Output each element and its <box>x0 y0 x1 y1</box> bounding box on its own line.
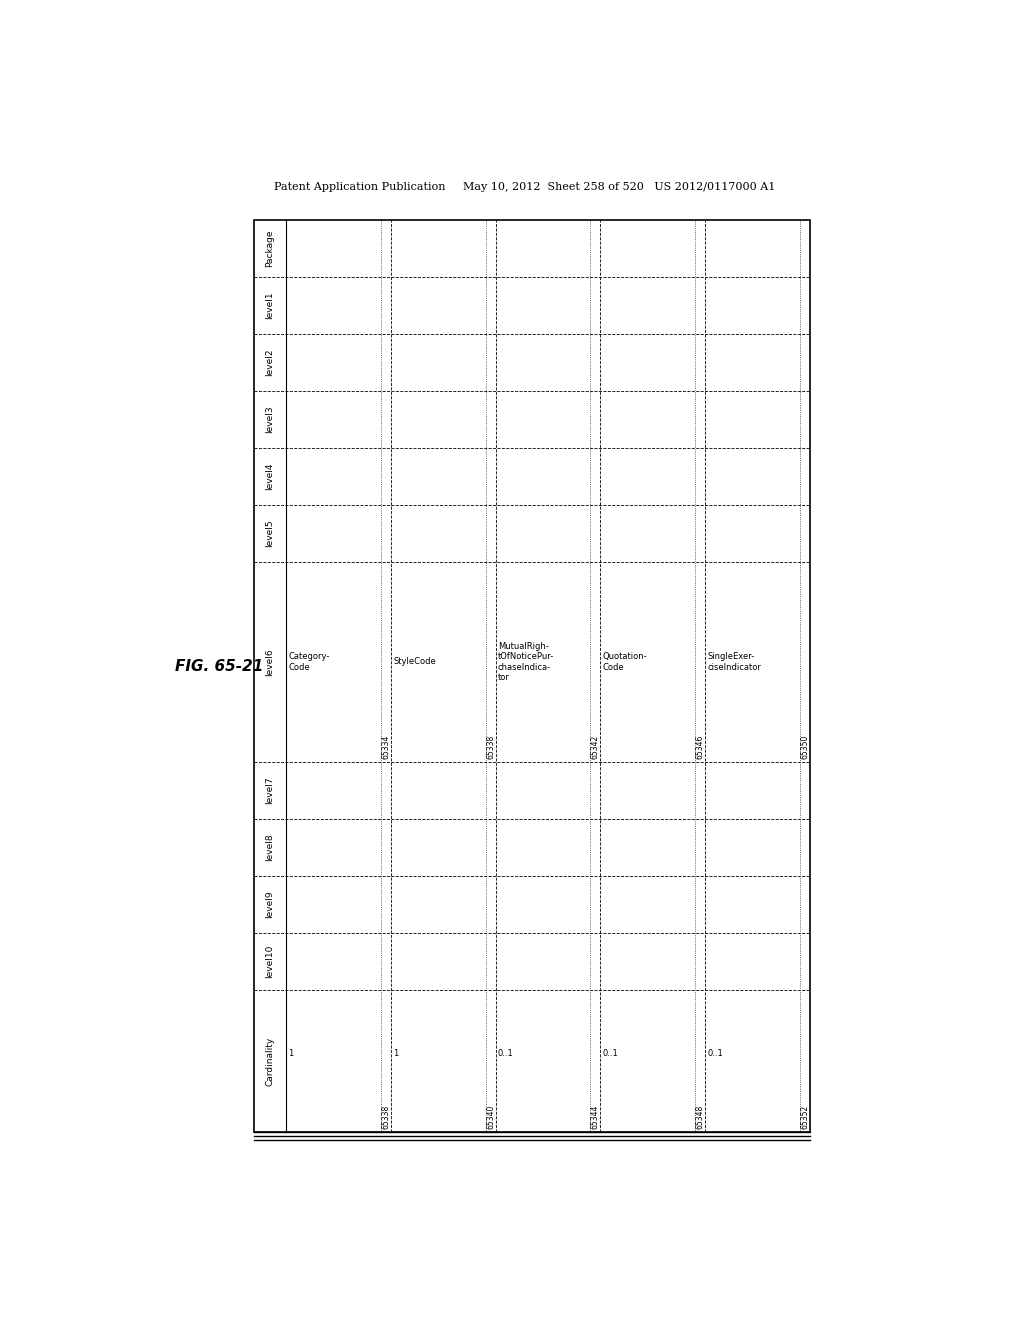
Text: Cardinality: Cardinality <box>265 1036 274 1086</box>
Text: Package: Package <box>265 230 274 267</box>
Text: level7: level7 <box>265 776 274 804</box>
Text: Category-
Code: Category- Code <box>289 652 330 672</box>
Text: Patent Application Publication     May 10, 2012  Sheet 258 of 520   US 2012/0117: Patent Application Publication May 10, 2… <box>274 182 775 191</box>
Text: level3: level3 <box>265 405 274 433</box>
Text: 0..1: 0..1 <box>708 1049 723 1057</box>
Bar <box>254 220 810 1133</box>
Text: level4: level4 <box>265 463 274 490</box>
Text: 1: 1 <box>393 1049 398 1057</box>
Text: 65340: 65340 <box>486 1105 496 1130</box>
Text: level8: level8 <box>265 833 274 861</box>
Text: 0..1: 0..1 <box>498 1049 514 1057</box>
Text: 65352: 65352 <box>801 1105 809 1130</box>
Text: 65338: 65338 <box>486 734 496 759</box>
Text: Quotation-
Code: Quotation- Code <box>603 652 647 672</box>
Text: StyleCode: StyleCode <box>393 657 436 667</box>
Text: MutualRigh-
tOfNoticePur-
chaseIndica-
tor: MutualRigh- tOfNoticePur- chaseIndica- t… <box>498 642 554 682</box>
Text: 65344: 65344 <box>591 1105 600 1130</box>
Text: level10: level10 <box>265 945 274 978</box>
Text: 65350: 65350 <box>801 734 809 759</box>
Text: 65334: 65334 <box>381 734 390 759</box>
Text: 65348: 65348 <box>695 1105 705 1130</box>
Text: 0..1: 0..1 <box>603 1049 618 1057</box>
Text: 65338: 65338 <box>381 1105 390 1130</box>
Text: SingleExer-
ciseIndicator: SingleExer- ciseIndicator <box>708 652 762 672</box>
Text: level5: level5 <box>265 520 274 548</box>
Text: level9: level9 <box>265 891 274 919</box>
Text: level2: level2 <box>265 348 274 376</box>
Text: 1: 1 <box>289 1049 294 1057</box>
Text: FIG. 65-21: FIG. 65-21 <box>175 659 263 675</box>
Text: level6: level6 <box>265 648 274 676</box>
Text: 65346: 65346 <box>695 734 705 759</box>
Text: level1: level1 <box>265 292 274 319</box>
Text: 65342: 65342 <box>591 734 600 759</box>
